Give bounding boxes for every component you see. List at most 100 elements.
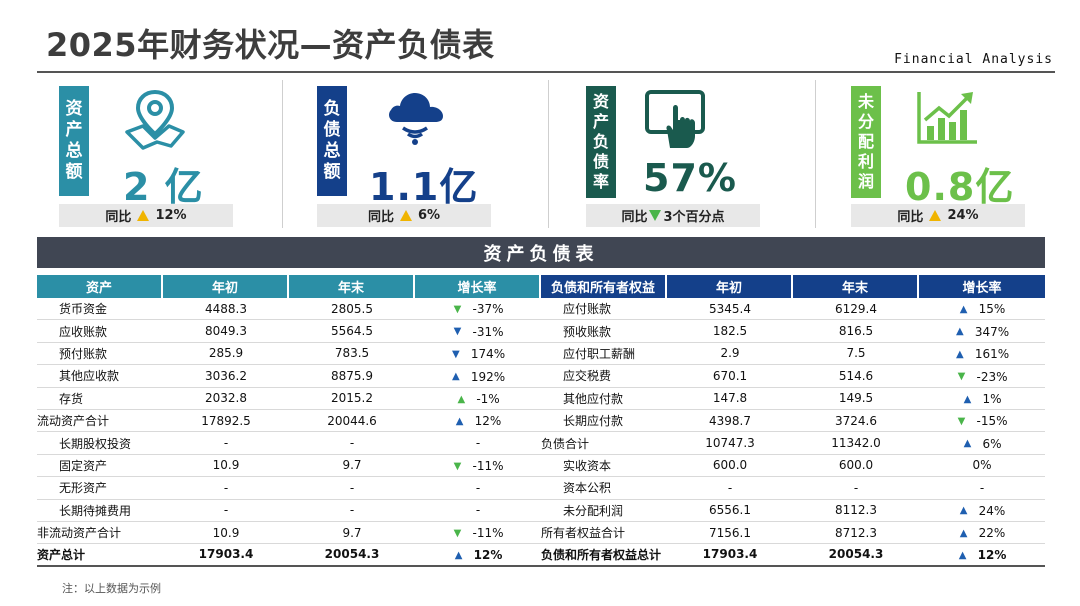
asset-begin: 4488.3: [163, 298, 289, 321]
liability-begin: 147.8: [667, 388, 793, 410]
trend-up-icon: ▲: [451, 371, 460, 383]
growth-value: -11%: [472, 526, 504, 541]
kpi-divider: [282, 80, 283, 228]
chart-growth-icon: [917, 92, 977, 144]
growth-value: 347%: [974, 324, 1010, 339]
liability-name: 长期应付款: [541, 410, 667, 433]
asset-name: 其他应收款: [37, 365, 163, 388]
asset-name: 资产总计: [37, 544, 163, 567]
trend-up-icon: ▲: [454, 549, 463, 561]
liability-name: 应付账款: [541, 298, 667, 321]
trend-up-icon: ▲: [963, 393, 972, 405]
table-row: 无形资产 - - - 资本公积 - - -: [37, 477, 1045, 500]
kpi-compare-total-assets: 同比 12%: [59, 204, 233, 227]
asset-name: 固定资产: [37, 455, 163, 478]
growth-value: 24%: [978, 503, 1006, 518]
kpi-card-retained-earnings: 未分配利润 0.8亿 同比 24%: [823, 80, 1045, 230]
asset-end: 20044.6: [289, 410, 415, 433]
growth-value: 12%: [977, 548, 1007, 563]
page-title: 2025年财务状况—资产负债表: [46, 26, 495, 64]
growth-value: 1%: [982, 392, 1002, 406]
col-header-growth: 增长率: [919, 275, 1045, 298]
liability-begin: 5345.4: [667, 298, 793, 321]
asset-begin: 10.9: [163, 455, 289, 478]
asset-end: 20054.3: [289, 544, 415, 567]
growth-cell: ▼ -37%: [415, 298, 541, 321]
growth-value: -: [979, 480, 985, 495]
kpi-compare-total-liabilities: 同比 6%: [317, 204, 491, 227]
liability-name: 其他应付款: [541, 388, 667, 410]
liability-end: 514.6: [793, 365, 919, 388]
trend-down-icon: [649, 210, 662, 221]
liability-end: 8712.3: [793, 522, 919, 545]
liability-end: 3724.6: [793, 410, 919, 433]
asset-name: 货币资金: [37, 298, 163, 321]
asset-end: -: [289, 500, 415, 522]
liability-begin: -: [667, 477, 793, 500]
asset-end: 2015.2: [289, 388, 415, 410]
kpi-divider: [548, 80, 549, 228]
trend-down-icon: ▼: [453, 527, 462, 539]
asset-end: 9.7: [289, 522, 415, 545]
growth-cell: ▲ 161%: [919, 343, 1045, 366]
growth-value: 22%: [978, 526, 1006, 541]
asset-begin: -: [163, 500, 289, 522]
kpi-card-total-liabilities: 负债总额 1.1亿 同比 6%: [289, 80, 539, 230]
growth-cell: ▲ 12%: [415, 544, 541, 567]
page-subtitle: Financial Analysis: [894, 52, 1053, 67]
liability-end: 149.5: [793, 388, 919, 410]
table-row: 存货 2032.8 2015.2 ▲ -1% 其他应付款 147.8 149.5 ▲ 1%: [37, 388, 1045, 410]
liability-end: 6129.4: [793, 298, 919, 321]
growth-value: -1%: [476, 392, 500, 406]
kpi-label-total-liabilities: 负债总额: [317, 86, 347, 196]
growth-cell: 0%: [919, 455, 1045, 478]
growth-cell: ▼ -11%: [415, 522, 541, 545]
kpi-label-total-assets: 资产总额: [59, 86, 89, 196]
growth-value: 12%: [473, 548, 503, 563]
growth-value: 174%: [470, 347, 506, 362]
title-divider: [37, 71, 1055, 73]
growth-cell: ▼ -15%: [919, 410, 1045, 433]
growth-value: -: [475, 480, 481, 495]
table-row: 长期待摊费用 - - - 未分配利润 6556.1 8112.3 ▲ 24%: [37, 500, 1045, 522]
kpi-label-debt-ratio: 资产负债率: [586, 86, 616, 198]
growth-cell: ▼ -11%: [415, 455, 541, 478]
liability-name: 实收资本: [541, 455, 667, 478]
trend-down-icon: ▼: [453, 303, 462, 315]
table-row: 非流动资产合计 10.9 9.7 ▼ -11% 所有者权益合计 7156.1 8712.3 ▲ 2…: [37, 522, 1045, 545]
asset-begin: -: [163, 477, 289, 500]
trend-up-icon: [137, 210, 150, 221]
table-row: 长期股权投资 - - - 负债合计 10747.3 11342.0 ▲ 6%: [37, 432, 1045, 455]
growth-cell: ▲ 192%: [415, 365, 541, 388]
liability-begin: 182.5: [667, 320, 793, 343]
asset-end: 5564.5: [289, 320, 415, 343]
table-row: 应收账款 8049.3 5564.5 ▼ -31% 预收账款 182.5 816.5 ▲ 347%: [37, 320, 1045, 343]
cloud-icon: [389, 93, 443, 145]
growth-cell: ▲ 12%: [919, 544, 1045, 567]
touch-tablet-icon: [645, 90, 705, 148]
liability-name: 预收账款: [541, 320, 667, 343]
growth-cell: ▲ 15%: [919, 298, 1045, 321]
table-title: 资产负债表: [37, 237, 1045, 268]
growth-value: 6%: [982, 436, 1002, 451]
kpi-value-total-liabilities: 1.1亿: [369, 165, 479, 209]
asset-begin: 10.9: [163, 522, 289, 545]
asset-end: 9.7: [289, 455, 415, 478]
growth-value: 15%: [978, 302, 1006, 317]
liability-name: 负债合计: [541, 432, 667, 455]
growth-value: -: [475, 436, 481, 451]
asset-begin: 3036.2: [163, 365, 289, 388]
col-header-end: 年末: [793, 275, 919, 298]
growth-cell: ▼ -23%: [919, 365, 1045, 388]
growth-value: -37%: [472, 302, 504, 317]
trend-down-icon: ▼: [453, 326, 462, 338]
balance-sheet-table: 资产 年初 年末 增长率 负债和所有者权益 年初 年末 增长率 货币资金 4488…: [37, 275, 1045, 567]
trend-up-icon: [399, 210, 412, 221]
growth-cell: ▲ 347%: [919, 320, 1045, 343]
liability-end: 600.0: [793, 455, 919, 478]
growth-value: -23%: [976, 369, 1008, 384]
kpi-card-debt-ratio: 资产负债率 57% 同比 3个百分点: [557, 80, 807, 230]
trend-up-icon: ▲: [958, 549, 967, 561]
liability-name: 负债和所有者权益总计: [541, 544, 667, 567]
trend-up-icon: ▲: [955, 326, 964, 338]
